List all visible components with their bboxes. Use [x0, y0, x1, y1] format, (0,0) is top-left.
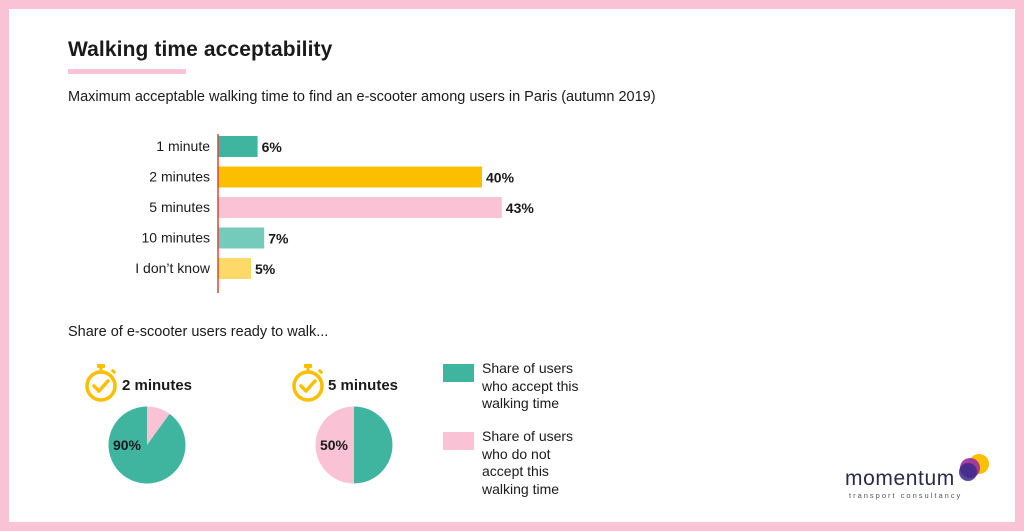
category-label: I don’t know — [135, 260, 211, 276]
pie-group-5-minutes: 5 minutes 50% — [287, 362, 407, 492]
section-title: Share of e-scooter users ready to walk..… — [68, 324, 329, 340]
bar — [218, 166, 482, 188]
chart-title: Walking time acceptability — [68, 38, 333, 61]
pie-chart: 50% — [315, 406, 393, 484]
pie-slice — [315, 406, 354, 484]
category-label: 5 minutes — [149, 199, 210, 215]
legend-swatch-not-accept — [443, 432, 474, 450]
category-label: 1 minute — [156, 138, 210, 154]
pie-title: 5 minutes — [328, 377, 399, 394]
stopwatch-icon — [85, 364, 117, 402]
pie-slice — [354, 406, 393, 484]
stopwatch-icon — [292, 364, 324, 402]
pie-value-label: 90% — [113, 437, 142, 453]
pie-slice — [108, 406, 186, 484]
pie-slice — [147, 406, 170, 445]
legend-label-accept: Share of users who accept this walking t… — [482, 360, 579, 411]
bar-value-label: 7% — [268, 231, 289, 247]
logo-wordmark: momentum — [845, 467, 955, 490]
bar-value-label: 5% — [255, 261, 276, 277]
bar — [218, 227, 265, 249]
title-underline — [68, 69, 186, 74]
logo-tagline: transport consultancy — [849, 491, 963, 500]
category-label: 2 minutes — [149, 169, 210, 185]
bar-value-label: 43% — [506, 200, 535, 216]
pie-group-2-minutes: 2 minutes 90% — [80, 362, 200, 492]
pie-value-label: 50% — [320, 437, 349, 453]
bar — [218, 136, 258, 157]
bar-value-label: 6% — [262, 139, 283, 155]
bar — [218, 258, 251, 279]
bar — [218, 197, 502, 218]
legend-label-not-accept: Share of users who do not accept this wa… — [482, 428, 574, 497]
chart-subtitle: Maximum acceptable walking time to find … — [68, 89, 656, 105]
bar-value-label: 40% — [486, 170, 515, 186]
pie-chart: 90% — [108, 406, 186, 484]
pie-title: 2 minutes — [122, 377, 193, 394]
category-label: 10 minutes — [142, 230, 210, 246]
legend-swatch-accept — [443, 364, 474, 382]
logo-circles-icon — [959, 454, 989, 481]
